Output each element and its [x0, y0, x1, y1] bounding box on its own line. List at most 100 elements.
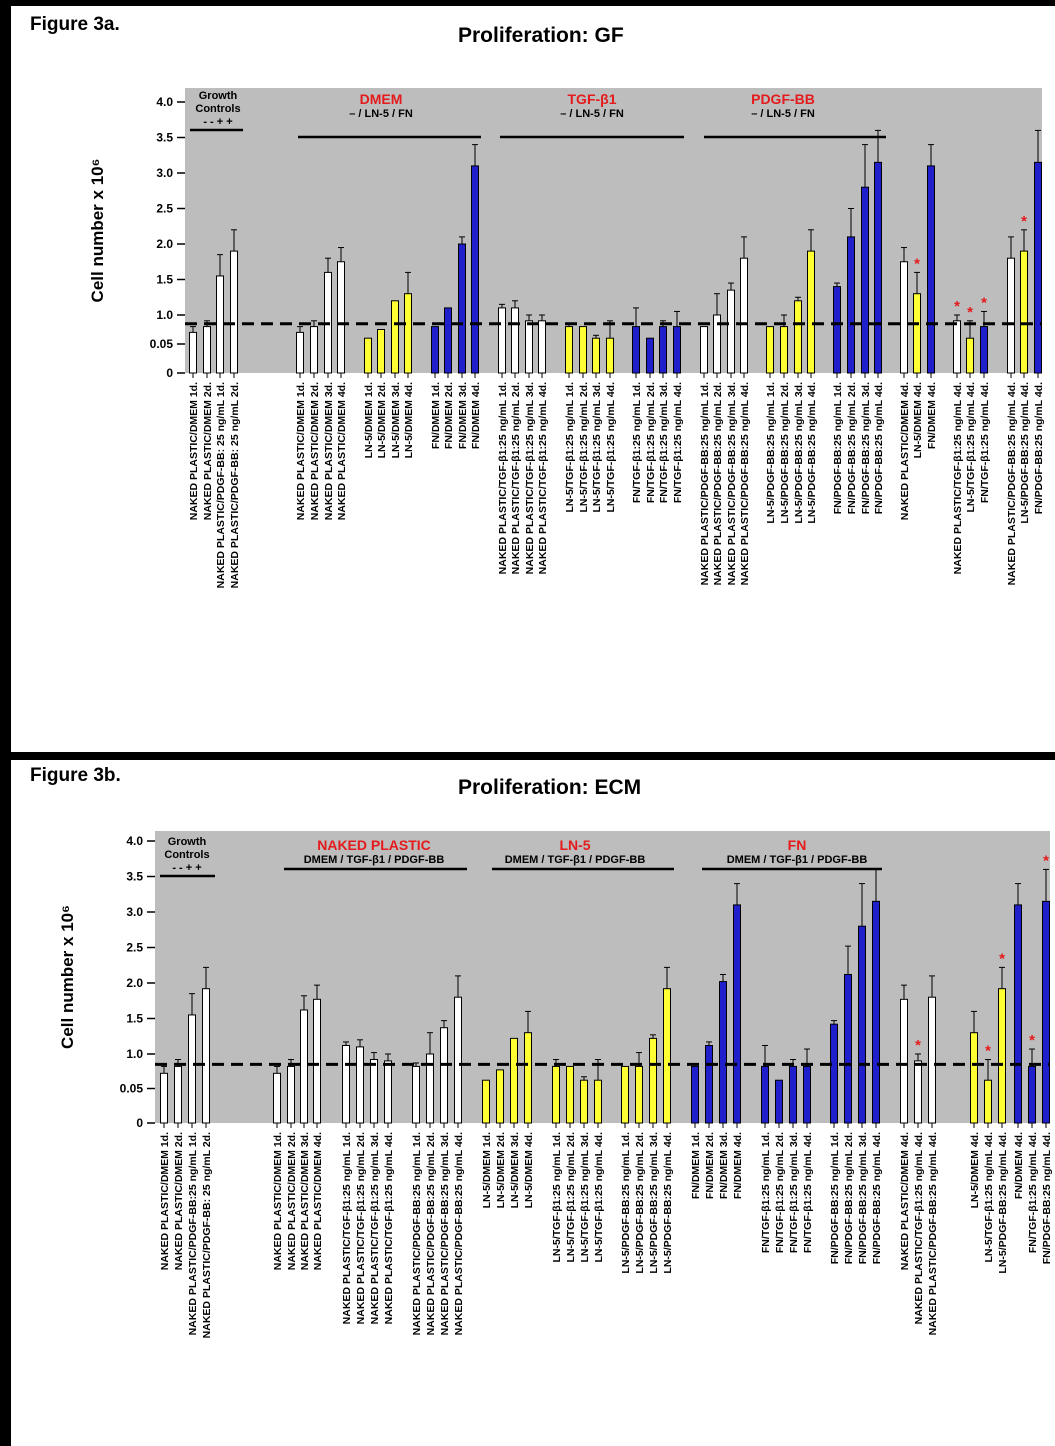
x-tick-label: LN-5/PDGF-BB:25 ng/mL 2d. [634, 1132, 646, 1274]
y-tick-label: 3.0 [156, 166, 173, 180]
x-tick-label: NAKED PLASTIC/PDGF-BB:25 ng/mL 2d. [712, 382, 724, 585]
x-tick-label: NAKED PLASTIC/DMEM 4d. [336, 382, 348, 520]
bar [1028, 1065, 1036, 1124]
bar [1034, 161, 1042, 374]
bar [384, 1060, 392, 1124]
bar [1014, 904, 1022, 1124]
group-subtitle: - - + + [172, 862, 201, 874]
figure-3a-title: Proliferation: GF [458, 24, 624, 47]
bar [471, 165, 479, 374]
bar [733, 904, 741, 1124]
group-subtitle: DMEM / TGF-β1 / PDGF-BB [304, 854, 445, 866]
bar [606, 337, 614, 374]
x-tick-label: FN/DMEM 2d. [443, 382, 455, 449]
bar [525, 320, 533, 374]
x-tick-label: NAKED PLASTIC/PDGF-BB:25 ng/mL 1d. [187, 1132, 199, 1335]
y-tick-label: 0 [136, 1116, 143, 1130]
x-tick-label: LN-5/TGF-β1:25 ng/mL 4d. [983, 1132, 995, 1263]
bar [872, 900, 880, 1124]
x-tick-label: NAKED PLASTIC/TGF-β1:25 ng/mL 2d. [510, 382, 522, 574]
bar [511, 307, 519, 374]
bar [847, 236, 855, 374]
x-tick-label: NAKED PLASTIC/TGF-β1:25 ng/mL 4d. [537, 382, 549, 574]
bar [621, 1065, 629, 1124]
x-tick-label: FN/DMEM 3d. [457, 382, 469, 449]
x-tick-label: LN-5/DMEM 4d. [523, 1132, 535, 1209]
significance-star: * [915, 1037, 921, 1054]
bar [342, 1044, 350, 1124]
bar [984, 1079, 992, 1124]
x-tick-label: FN/TGF-β1:25 ng/mL 2d. [774, 1132, 786, 1253]
bar [874, 161, 882, 374]
x-tick-label: LN-5/PDGF-BB:25 ng/mL 2d. [779, 382, 791, 524]
bar [496, 1069, 504, 1124]
x-tick-label: NAKED PLASTIC/DMEM 3d. [323, 382, 335, 520]
x-tick-label: FN/TGF-β1:25 ng/mL 4d. [979, 382, 991, 503]
bar [287, 1065, 295, 1124]
x-tick-label: FN/DMEM 4d. [926, 382, 938, 449]
x-tick-label: LN-5/DMEM 2d. [376, 382, 388, 459]
bar [370, 1059, 378, 1124]
x-tick-label: NAKED PLASTIC/PDGF-BB:25 ng/mL 1d. [699, 382, 711, 585]
bar [404, 293, 412, 374]
x-tick-label: NAKED PLASTIC/TGF-β1:25 ng/mL 3d. [369, 1132, 381, 1324]
bar [216, 275, 224, 374]
bar [803, 1065, 811, 1124]
bar [913, 293, 921, 374]
y-tick-label: 4.0 [126, 834, 143, 848]
bar [337, 261, 345, 374]
y-tick-label: 3.0 [126, 905, 143, 919]
x-tick-label: NAKED PLASTIC/DMEM 1d. [272, 1132, 284, 1270]
group-title: Growth [168, 836, 207, 848]
x-tick-label: FN/TGF-β1:25 ng/mL 4d. [802, 1132, 814, 1253]
x-tick-label: NAKED PLASTIC/DMEM 1d. [159, 1132, 171, 1270]
bar [900, 261, 908, 374]
figure-3a-frame [0, 0, 1055, 752]
bar [649, 1037, 657, 1124]
group-title: Growth [199, 90, 238, 102]
bar [705, 1044, 713, 1124]
bar [498, 307, 506, 374]
figure-3b-frame [0, 752, 1055, 1446]
x-tick-label: FN/PDGF-BB:25 ng/mL 4d. [873, 382, 885, 514]
x-tick-label: FN/PDGF-BB:25 ng/mL 2d. [846, 382, 858, 514]
y-tick-label: 1.5 [156, 273, 173, 287]
x-tick-label: NAKED PLASTIC/PDGF-BB:25 ng/mL 3d. [726, 382, 738, 585]
x-tick-label: NAKED PLASTIC/TGF-β1:25 ng/mL 4d. [383, 1132, 395, 1324]
x-tick-label: LN-5/TGF-β1:25 ng/mL 2d. [565, 1132, 577, 1263]
bar [775, 1079, 783, 1124]
x-tick-label: FN/TGF-β1:25 ng/mL 3d. [658, 382, 670, 503]
x-tick-label: FN/PDGF-BB:25 ng/mL 1d. [832, 382, 844, 514]
bar [482, 1079, 490, 1124]
x-tick-label: LN-5/TGF-β1:25 ng/mL 3d. [579, 1132, 591, 1263]
x-tick-label: FN/DMEM 4d. [732, 1132, 744, 1199]
significance-star: * [999, 950, 1005, 967]
x-tick-label: LN-5/PDGF-BB:25 ng/mL 4d. [806, 382, 818, 524]
group-subtitle: – / LN-5 / FN [349, 108, 413, 120]
y-tick-label: 2.0 [126, 976, 143, 990]
bar [1020, 250, 1028, 374]
significance-star: * [914, 255, 920, 272]
x-tick-label: LN-5/DMEM 4d. [403, 382, 415, 459]
x-tick-label: NAKED PLASTIC/PDGF-BB: 25 ng/mL 2d. [229, 382, 241, 588]
bar [444, 307, 452, 374]
x-tick-label: NAKED PLASTIC/DMEM 2d. [173, 1132, 185, 1270]
bar [458, 243, 466, 374]
x-tick-label: LN-5/PDGF-BB:25 ng/mL 3d. [648, 1132, 660, 1274]
bar [356, 1046, 364, 1124]
bar [970, 1032, 978, 1124]
figure-3b-label: Figure 3b. [30, 765, 121, 786]
y-axis-label: Cell number x 10⁶ [58, 905, 77, 1049]
group-subtitle: – / LN-5 / FN [560, 108, 624, 120]
y-tick-label: 3.5 [156, 131, 173, 145]
significance-star: * [1043, 852, 1049, 869]
bar [310, 326, 318, 374]
bar [980, 326, 988, 374]
x-tick-label: FN/TGF-β1:25 ng/mL 4d. [672, 382, 684, 503]
x-tick-label: NAKED PLASTIC/PDGF-BB:25 ng/mL 4d. [453, 1132, 465, 1335]
x-tick-label: FN/PDGF-BB:25 ng/mL 1d. [829, 1132, 841, 1264]
x-tick-label: FN/TGF-β1:25 ng/mL 1d. [631, 382, 643, 503]
group-subtitle: DMEM / TGF-β1 / PDGF-BB [505, 854, 646, 866]
y-tick-label: 0.05 [120, 1082, 144, 1096]
